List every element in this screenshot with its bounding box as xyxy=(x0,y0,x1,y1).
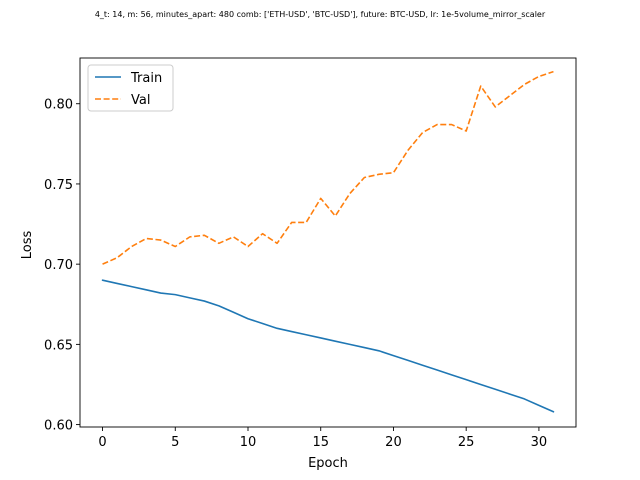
series-line-train xyxy=(101,279,555,413)
x-tick-label: 5 xyxy=(171,435,179,450)
series-line-val xyxy=(102,70,554,265)
chart-title: 4_t: 14, m: 56, minutes_apart: 480 comb:… xyxy=(95,10,546,19)
y-tick-label: 0.75 xyxy=(44,178,73,193)
plot-frame xyxy=(79,57,577,428)
legend: Train Val xyxy=(87,64,174,112)
legend-label-train: Train xyxy=(130,71,162,86)
y-tick-label: 0.65 xyxy=(44,338,73,353)
x-axis: 0 5 10 15 20 25 30 xyxy=(98,427,547,450)
y-axis: 0.60 0.65 0.70 0.75 0.80 xyxy=(44,98,80,434)
y-axis-label: Loss xyxy=(20,231,35,260)
y-tick-label: 0.70 xyxy=(44,258,73,273)
x-tick-label: 25 xyxy=(458,435,475,450)
x-tick-label: 20 xyxy=(385,435,402,450)
x-tick-label: 15 xyxy=(312,435,329,450)
y-tick-label: 0.80 xyxy=(44,98,73,113)
x-tick-label: 30 xyxy=(531,435,548,450)
x-axis-label: Epoch xyxy=(308,456,348,471)
legend-label-val: Val xyxy=(131,93,150,108)
x-tick-label: 0 xyxy=(98,435,106,450)
plot-area xyxy=(79,57,577,428)
y-tick-label: 0.60 xyxy=(44,419,73,434)
x-tick-label: 10 xyxy=(240,435,257,450)
